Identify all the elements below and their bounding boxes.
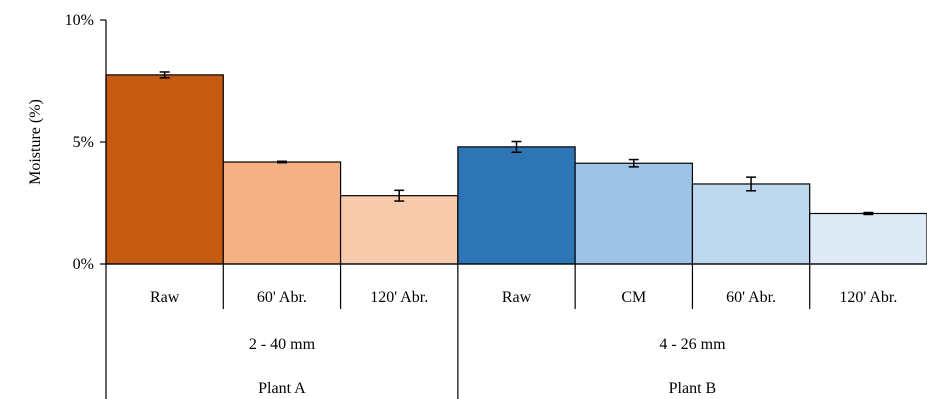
y-tick-label: 0% [73,256,94,273]
axes-layer: 0% 5% 10% [65,12,927,399]
category-label: Raw [150,289,180,306]
category-labels-layer: Raw 60' Abr. 120' Abr. Raw CM 60' Abr. 120' Ab… [150,289,897,397]
error-bar [863,211,874,216]
y-tick-label: 10% [65,12,94,29]
error-bar [159,71,170,79]
y-tick-label: 5% [73,134,94,151]
error-bar [511,140,522,153]
bar [691,183,811,265]
category-label: 120' Abr. [370,289,428,306]
bar [222,161,342,265]
category-label: Raw [502,289,532,306]
bar [457,146,576,265]
error-bar [746,176,757,192]
error-bar [628,158,639,168]
bar [809,212,927,265]
category-label: 60' Abr. [257,289,307,306]
error-bars-layer [159,71,874,216]
error-bar [394,189,405,202]
group-label: 4 - 26 mm [659,336,726,353]
category-label: 60' Abr. [726,289,776,306]
bar [574,162,694,265]
bar [339,195,459,265]
bar [105,74,224,265]
y-axis-title: Moisture (%) [27,99,44,185]
category-label: CM [621,289,646,306]
error-bar [276,160,287,164]
group-label: 2 - 40 mm [249,336,316,353]
supergroup-label: Plant A [258,380,306,397]
supergroup-label: Plant B [669,380,717,397]
category-label: 120' Abr. [839,289,897,306]
bars-layer [105,74,927,265]
